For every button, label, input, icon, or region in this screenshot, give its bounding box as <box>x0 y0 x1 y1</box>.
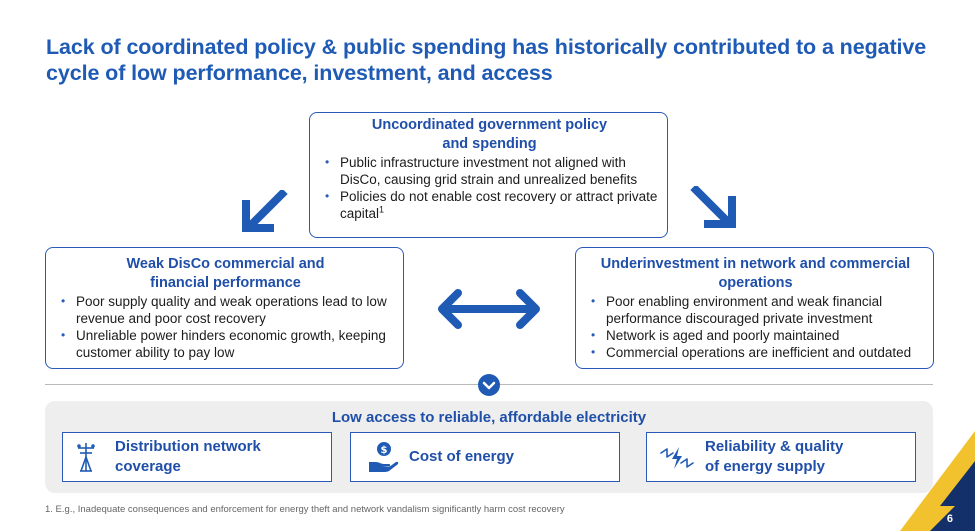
box-title-line: Underinvestment in network and commercia… <box>600 256 911 272</box>
bullet-item: Poor supply quality and weak operations … <box>61 293 397 327</box>
chevron-down-glyph <box>482 381 496 390</box>
uncoordinated-policy-box: Uncoordinated government policy and spen… <box>309 112 668 238</box>
low-access-panel: Low access to reliable, affordable elect… <box>45 401 933 493</box>
bullet-list: Poor supply quality and weak operations … <box>54 293 397 361</box>
page-number: 6 <box>946 513 953 525</box>
bullet-text: Policies do not enable cost recovery or … <box>340 189 658 221</box>
card-label: Cost of energy <box>409 447 514 467</box>
weak-disco-box: Weak DisCo commercial and financial perf… <box>45 247 404 369</box>
lightning-reliability-icon <box>660 447 694 469</box>
double-arrow-icon <box>438 289 540 329</box>
cost-of-energy-card: $ Cost of energy <box>350 432 620 482</box>
page-title: Lack of coordinated policy & public spen… <box>46 35 927 85</box>
bullet-list: Public infrastructure investment not ali… <box>318 154 661 222</box>
underinvestment-box: Underinvestment in network and commercia… <box>575 247 934 369</box>
distribution-coverage-card: Distribution network coverage <box>62 432 332 482</box>
hand-coin-icon: $ <box>369 442 399 472</box>
uncoordinated-policy-title: Uncoordinated government policy and spen… <box>318 116 661 154</box>
box-title-line: financial performance <box>150 275 301 291</box>
card-label: Distribution network coverage <box>115 437 261 477</box>
underinvestment-title: Underinvestment in network and commercia… <box>584 255 927 293</box>
reliability-quality-card: Reliability & quality of energy supply <box>646 432 916 482</box>
card-label-line: Distribution network <box>115 438 261 455</box>
bullet-item: Unreliable power hinders economic growth… <box>61 327 397 361</box>
bullet-item: Commercial operations are inefficient an… <box>591 344 927 361</box>
box-title-line: and spending <box>442 136 537 152</box>
arrow-down-right-icon <box>690 186 736 228</box>
arrow-down-left-icon <box>242 190 288 232</box>
bullet-item: Poor enabling environment and weak finan… <box>591 293 927 327</box>
bullet-list: Poor enabling environment and weak finan… <box>584 293 927 361</box>
card-label-line: of energy supply <box>705 458 826 475</box>
card-label-line: Reliability & quality <box>705 438 844 455</box>
bullet-item: Public infrastructure investment not ali… <box>325 154 661 188</box>
chevron-down-icon <box>478 374 500 396</box>
footnote-marker: 1 <box>379 204 385 215</box>
brand-corner-graphic <box>900 431 975 531</box>
weak-disco-title: Weak DisCo commercial and financial perf… <box>54 255 397 293</box>
box-title-line: operations <box>718 275 793 291</box>
card-label: Reliability & quality of energy supply <box>705 437 843 477</box>
power-pole-icon <box>77 443 95 472</box>
card-label-line: coverage <box>115 458 181 475</box>
svg-text:$: $ <box>381 445 388 456</box>
card-label-line: Cost of energy <box>409 448 515 465</box>
box-title-line: Uncoordinated government policy <box>371 117 608 133</box>
footnote: 1. E.g., Inadequate consequences and enf… <box>45 504 565 515</box>
low-access-title: Low access to reliable, affordable elect… <box>331 409 647 426</box>
box-title-line: Weak DisCo commercial and <box>126 256 325 272</box>
bullet-item: Policies do not enable cost recovery or … <box>325 188 661 222</box>
bullet-item: Network is aged and poorly maintained <box>591 327 927 344</box>
